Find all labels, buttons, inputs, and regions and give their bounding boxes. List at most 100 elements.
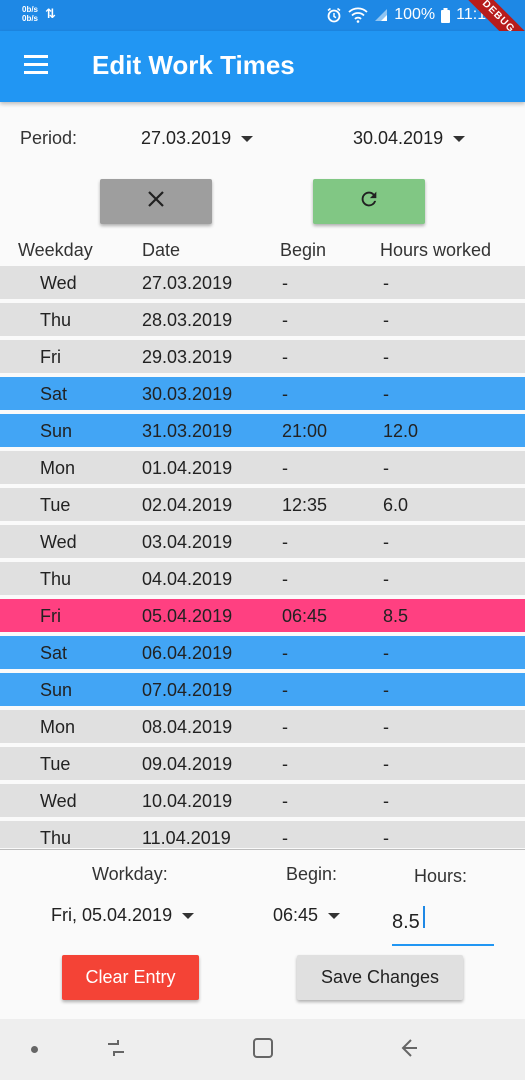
cell-hours: -	[383, 384, 389, 404]
period-start-dropdown[interactable]: 27.03.2019	[141, 128, 254, 149]
hours-input[interactable]	[392, 900, 494, 946]
cell-date: 29.03.2019	[142, 347, 233, 367]
table-row[interactable]: Thu 04.04.2019 - -	[0, 562, 525, 595]
navigation-bar	[0, 1019, 525, 1080]
wifi-icon	[348, 7, 368, 23]
table-row[interactable]: Thu 28.03.2019 - -	[0, 303, 525, 336]
net-up-text: 0b/s	[22, 5, 39, 14]
cell-begin: -	[282, 273, 288, 293]
clear-entry-button[interactable]: Clear Entry	[62, 955, 199, 1000]
cell-hours: -	[383, 717, 389, 737]
chevron-down-icon	[241, 135, 254, 142]
cell-begin: -	[282, 569, 288, 589]
menu-icon[interactable]	[24, 55, 48, 77]
cell-date: 02.04.2019	[142, 495, 233, 515]
period-end-dropdown[interactable]: 30.04.2019	[353, 128, 466, 149]
cell-date: 09.04.2019	[142, 754, 233, 774]
cell-weekday: Sun	[40, 421, 73, 441]
cell-date: 04.04.2019	[142, 569, 233, 589]
cell-hours: -	[383, 791, 389, 811]
table-row[interactable]: Mon 01.04.2019 - -	[0, 451, 525, 484]
cell-begin: 12:35	[282, 495, 328, 515]
cell-date: 07.04.2019	[142, 680, 233, 700]
table-row[interactable]: Fri 29.03.2019 - -	[0, 340, 525, 373]
header-hours-worked: Hours worked	[380, 240, 492, 260]
cell-date: 01.04.2019	[142, 458, 233, 478]
cell-hours: -	[383, 754, 389, 774]
back-icon[interactable]	[397, 1036, 421, 1065]
chevron-down-icon	[328, 912, 341, 919]
cell-date: 05.04.2019	[142, 606, 233, 626]
cell-begin: -	[282, 532, 288, 552]
period-end-value: 30.04.2019	[353, 128, 444, 148]
hours-label: Hours:	[414, 866, 468, 886]
period-start-value: 27.03.2019	[141, 128, 232, 148]
cell-weekday: Thu	[40, 310, 72, 330]
period-label: Period:	[20, 128, 78, 148]
cell-weekday: Fri	[40, 606, 61, 626]
table-row[interactable]: Sat 06.04.2019 - -	[0, 636, 525, 669]
workday-label: Workday:	[92, 864, 168, 884]
cell-date: 31.03.2019	[142, 421, 233, 441]
table-row[interactable]: Wed 27.03.2019 - -	[0, 266, 525, 299]
cell-begin: -	[282, 791, 288, 811]
table-row[interactable]: Sun 07.04.2019 - -	[0, 673, 525, 706]
cell-begin: -	[282, 643, 288, 663]
app-bar: Edit Work Times	[0, 31, 525, 102]
cell-date: 10.04.2019	[142, 791, 233, 811]
cell-begin: -	[282, 680, 288, 700]
cell-weekday: Mon	[40, 717, 76, 737]
status-bar: 0b/s 0b/s ⇅ 100% 11:19 DEBUG	[0, 0, 525, 31]
table-row[interactable]: Sat 30.03.2019 - -	[0, 377, 525, 410]
refresh-button[interactable]	[313, 179, 425, 224]
cell-hours: -	[383, 532, 389, 552]
table-row[interactable]: Wed 10.04.2019 - -	[0, 784, 525, 817]
cell-weekday: Tue	[40, 754, 71, 774]
begin-time-dropdown[interactable]: 06:45	[273, 905, 341, 926]
cell-date: 30.03.2019	[142, 384, 233, 404]
recent-apps-icon[interactable]	[104, 1036, 128, 1065]
table-row[interactable]: Tue 09.04.2019 - -	[0, 747, 525, 780]
table-row[interactable]: Fri 05.04.2019 06:45 8.5	[0, 599, 525, 632]
table-header: Weekday Date Begin Hours worked	[0, 240, 525, 264]
cell-hours: -	[383, 828, 389, 848]
save-changes-button[interactable]: Save Changes	[297, 955, 463, 1000]
home-icon[interactable]	[251, 1036, 275, 1065]
table-row[interactable]: Sun 31.03.2019 21:00 12.0	[0, 414, 525, 447]
cell-begin: -	[282, 384, 288, 404]
battery-icon	[441, 7, 451, 23]
chevron-down-icon	[182, 912, 195, 919]
cell-hours: -	[383, 569, 389, 589]
cell-hours: -	[383, 680, 389, 700]
workday-dropdown[interactable]: Fri, 05.04.2019	[51, 905, 195, 926]
workday-value: Fri, 05.04.2019	[51, 905, 173, 925]
text-cursor	[423, 906, 425, 928]
cell-begin: -	[282, 310, 288, 330]
cell-weekday: Thu	[40, 828, 72, 848]
cell-date: 06.04.2019	[142, 643, 233, 663]
cell-weekday: Sat	[40, 384, 68, 404]
header-weekday: Weekday	[18, 240, 93, 260]
cell-hours: 6.0	[383, 495, 409, 515]
cell-weekday: Wed	[40, 791, 77, 811]
cell-weekday: Fri	[40, 347, 61, 367]
table-row[interactable]: Mon 08.04.2019 - -	[0, 710, 525, 743]
cell-begin: -	[282, 717, 288, 737]
table-row[interactable]: Wed 03.04.2019 - -	[0, 525, 525, 558]
header-begin: Begin	[280, 240, 327, 260]
net-down-text: 0b/s	[22, 14, 39, 23]
page-title: Edit Work Times	[92, 50, 295, 80]
data-transfer-icon: ⇅	[45, 6, 56, 21]
nav-dot-icon[interactable]	[31, 1046, 38, 1053]
cell-date: 27.03.2019	[142, 273, 233, 293]
table-row[interactable]: Tue 02.04.2019 12:35 6.0	[0, 488, 525, 521]
cell-hours: 12.0	[383, 421, 419, 441]
table-row[interactable]: Thu 11.04.2019 - -	[0, 821, 525, 848]
work-times-list[interactable]: Wed 27.03.2019 - - Thu 28.03.2019 - - Fri 29.03.2…	[0, 266, 525, 848]
cell-date: 28.03.2019	[142, 310, 233, 330]
cell-begin: -	[282, 347, 288, 367]
signal-icon	[374, 8, 388, 22]
cell-weekday: Mon	[40, 458, 76, 478]
cell-date: 03.04.2019	[142, 532, 233, 552]
cancel-button[interactable]	[100, 179, 212, 224]
